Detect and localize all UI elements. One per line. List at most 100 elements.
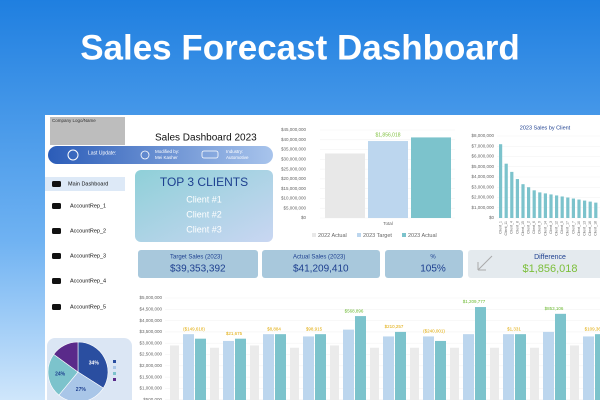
client-item: Client #3 bbox=[186, 224, 222, 234]
y-tick-label: $20,000,000 bbox=[281, 176, 307, 181]
annotation: $210,257 bbox=[385, 324, 404, 329]
y-tick-label: $3,000,000 bbox=[139, 340, 162, 345]
y-tick-label: $1,500,000 bbox=[139, 374, 162, 379]
info-industry: Industry: bbox=[226, 149, 243, 154]
bar bbox=[530, 347, 539, 400]
x-tick-label: Client_2 bbox=[527, 221, 531, 234]
bar bbox=[463, 334, 474, 400]
bar bbox=[588, 201, 592, 218]
y-tick-label: $2,500,000 bbox=[139, 352, 162, 357]
kpi-card bbox=[138, 250, 258, 278]
kpi-label: Actual Sales (2023) bbox=[293, 255, 345, 261]
logo-text: Company Logo/Name bbox=[52, 118, 96, 123]
info-modified: Modified by: bbox=[155, 149, 179, 154]
kpi-label: Difference bbox=[534, 254, 566, 261]
legend-swatch bbox=[113, 378, 116, 381]
y-tick-label: $45,000,000 bbox=[281, 127, 307, 132]
x-tick-label: Client_13 bbox=[583, 221, 587, 236]
bar bbox=[383, 336, 394, 400]
y-tick-label: $3,500,000 bbox=[139, 329, 162, 334]
info-update: Last Update: bbox=[88, 150, 116, 156]
pie-label: 24% bbox=[55, 372, 66, 378]
bar bbox=[566, 197, 570, 218]
x-tick-label: Client_18 bbox=[594, 221, 598, 236]
bar bbox=[594, 202, 598, 218]
x-tick-label: Client_17 bbox=[566, 221, 570, 236]
y-tick-label: $4,000,000 bbox=[139, 318, 162, 323]
bar bbox=[290, 347, 299, 400]
pie-slice bbox=[58, 371, 104, 400]
bar bbox=[330, 345, 339, 400]
bar bbox=[250, 345, 259, 400]
bar bbox=[515, 179, 519, 218]
bar bbox=[411, 137, 451, 218]
bar bbox=[515, 334, 526, 400]
bar bbox=[571, 198, 575, 218]
x-tick-label: Client_9 bbox=[538, 221, 542, 234]
bar bbox=[527, 187, 531, 218]
kpi-label: % bbox=[430, 255, 436, 261]
bar bbox=[315, 334, 326, 400]
nav-icon bbox=[52, 181, 61, 187]
x-tick-label: Client_5 bbox=[560, 221, 564, 234]
legend-swatch bbox=[113, 360, 116, 363]
x-tick-label: Client_3 bbox=[549, 221, 553, 234]
bar bbox=[510, 171, 514, 218]
pie-label: 34% bbox=[89, 361, 100, 367]
y-tick-label: $15,000,000 bbox=[281, 186, 307, 191]
top-clients-title: TOP 3 CLIENTS bbox=[160, 175, 248, 189]
bar bbox=[503, 334, 514, 400]
y-tick-label: $0 bbox=[301, 215, 307, 220]
annotation: $98,915 bbox=[306, 326, 323, 331]
bar bbox=[543, 193, 547, 218]
kpi-label: Target Sales (2023) bbox=[170, 255, 222, 261]
chart-title: 2023 Sales by Client bbox=[520, 125, 571, 131]
nav-item: AccountRep_5 bbox=[70, 304, 106, 310]
info-industry-name: Automotive bbox=[226, 155, 249, 160]
refresh-icon bbox=[67, 149, 79, 161]
y-tick-label: $500,000 bbox=[143, 397, 162, 400]
user-icon bbox=[140, 150, 150, 160]
bar bbox=[450, 347, 459, 400]
bar bbox=[343, 329, 354, 400]
kpi-card bbox=[262, 250, 380, 278]
y-tick-label: $40,000,000 bbox=[281, 137, 307, 142]
bar bbox=[435, 340, 446, 400]
bar bbox=[577, 199, 581, 218]
bar bbox=[170, 345, 179, 400]
bar bbox=[521, 184, 525, 218]
nav-icon bbox=[52, 228, 61, 234]
x-tick-label: Total bbox=[383, 221, 393, 226]
annotation: ($240,001) bbox=[423, 329, 445, 334]
y-tick-label: $0 bbox=[489, 215, 495, 220]
kpi-card bbox=[385, 250, 463, 278]
kpi-card bbox=[468, 250, 600, 278]
kpi-value: $41,209,410 bbox=[293, 264, 349, 275]
legend-label: 2023 Target bbox=[363, 233, 392, 239]
bar bbox=[475, 307, 486, 400]
x-tick-label: Client_8 bbox=[515, 221, 519, 234]
y-tick-label: $4,500,000 bbox=[139, 306, 162, 311]
nav-icon bbox=[52, 278, 61, 284]
legend-swatch bbox=[312, 233, 316, 237]
nav-item: Main Dashboard bbox=[68, 181, 108, 187]
x-tick-label: Client_7 bbox=[571, 221, 575, 234]
kpi-value: $39,353,392 bbox=[170, 264, 226, 275]
nav-item: AccountRep_3 bbox=[70, 253, 106, 259]
bar bbox=[538, 192, 542, 218]
nav-icon bbox=[52, 304, 61, 310]
y-tick-label: $1,000,000 bbox=[139, 386, 162, 391]
bar bbox=[560, 196, 564, 218]
y-tick-label: $7,000,000 bbox=[471, 143, 494, 148]
legend-label: 2022 Actual bbox=[318, 233, 347, 239]
annotation: $1,209,777 bbox=[463, 299, 486, 304]
nav-item: AccountRep_1 bbox=[70, 203, 106, 209]
top-clients-card bbox=[135, 170, 273, 242]
bar bbox=[183, 334, 194, 400]
bar bbox=[210, 347, 219, 400]
bar bbox=[370, 347, 379, 400]
annotation: $8,884 bbox=[267, 326, 281, 331]
y-tick-label: $3,000,000 bbox=[471, 184, 494, 189]
bar bbox=[555, 313, 566, 400]
